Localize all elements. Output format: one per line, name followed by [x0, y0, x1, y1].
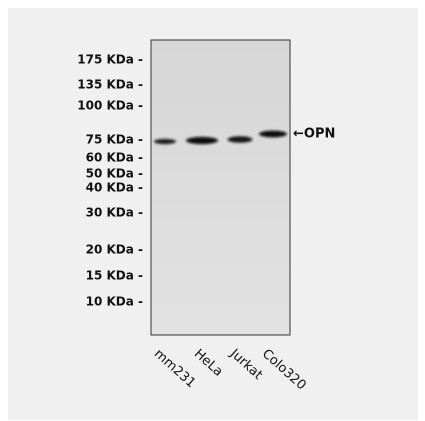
marker-label: 175 KDa - [77, 53, 143, 67]
marker-label: 75 KDa - [86, 133, 143, 147]
page: {"markers": ["175 KDa -", "135 KDa -", "… [0, 0, 425, 421]
blot-panel [151, 40, 290, 335]
band [228, 136, 253, 142]
band-label: ←OPN [293, 127, 335, 142]
marker-label: 20 KDa - [86, 243, 143, 257]
band [186, 137, 218, 144]
band [154, 139, 176, 144]
marker-label: 100 KDa - [77, 99, 143, 113]
marker-label: 40 KDa - [86, 181, 143, 195]
band [259, 131, 287, 138]
marker-label: 15 KDa - [86, 269, 143, 283]
marker-label: 60 KDa - [86, 151, 143, 165]
marker-label: 10 KDa - [86, 295, 143, 309]
marker-label: 50 KDa - [86, 167, 143, 181]
figure: ←OPN 175 KDa - 135 KDa - 100 KDa - 75 KDa -… [0, 0, 425, 421]
marker-label: 30 KDa - [86, 206, 143, 220]
marker-label: 135 KDa - [77, 78, 143, 92]
